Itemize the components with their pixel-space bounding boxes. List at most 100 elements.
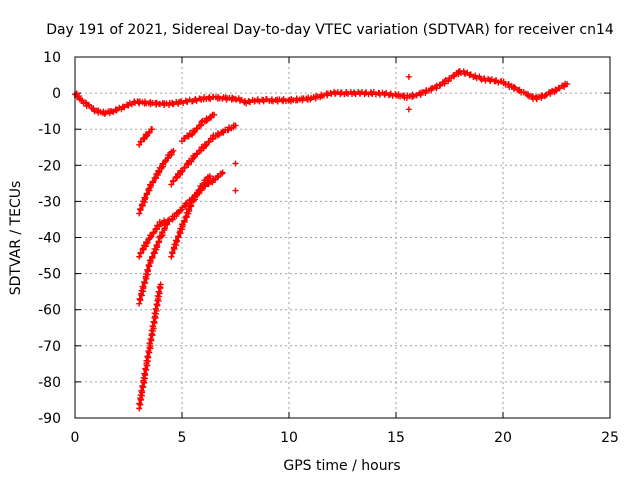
data-point (136, 253, 143, 260)
series-track-f (136, 220, 171, 307)
data-point (351, 89, 358, 96)
series-track-g (168, 173, 213, 260)
data-point (405, 73, 412, 80)
data-point (147, 336, 154, 343)
y-tick-label: -20 (38, 158, 61, 174)
data-point (201, 141, 208, 148)
data-point (564, 81, 571, 88)
data-point (136, 210, 143, 217)
data-point (144, 353, 151, 360)
data-point (136, 295, 143, 302)
x-tick-label: 20 (494, 430, 512, 446)
data-point (164, 220, 171, 227)
data-point (142, 131, 149, 138)
data-point (155, 238, 162, 245)
axis-ticks: 0 5 10 15 20 25 10 0 -10 -20 -30 -40 -50 -60 -70 -80 -90 (38, 50, 619, 446)
series-baseline (72, 67, 571, 117)
data-point (173, 173, 180, 180)
data-point (219, 169, 226, 176)
y-axis-label: SDTVAR / TECUs (8, 181, 24, 296)
data-point (144, 239, 151, 246)
data-points (72, 67, 571, 412)
x-tick-label: 15 (387, 430, 405, 446)
data-point (397, 93, 404, 100)
data-point (101, 110, 108, 117)
data-point (150, 229, 157, 236)
data-point (232, 122, 239, 129)
x-tick-label: 25 (601, 430, 619, 446)
data-point (194, 125, 201, 132)
data-point (181, 217, 188, 224)
data-point (170, 177, 177, 184)
data-point (169, 249, 176, 256)
series-track-c (179, 111, 218, 145)
x-tick-label: 0 (71, 430, 80, 446)
data-point (232, 187, 239, 194)
data-point (136, 400, 143, 407)
y-tick-label: -80 (38, 375, 61, 391)
data-point (78, 97, 85, 104)
data-point (149, 253, 156, 260)
y-tick-label: -10 (38, 122, 61, 138)
data-point (147, 232, 154, 239)
data-point (154, 242, 161, 249)
data-point (149, 126, 156, 133)
data-point (188, 158, 195, 165)
data-point (174, 237, 181, 244)
data-point (179, 168, 186, 175)
y-tick-label: -50 (38, 267, 61, 283)
data-point (139, 382, 146, 389)
series-track-h (136, 281, 164, 412)
data-point (76, 93, 83, 100)
series-track-d (168, 122, 239, 188)
data-point (168, 253, 175, 260)
data-point (161, 225, 168, 232)
data-point (405, 106, 412, 113)
series-track-a (136, 147, 177, 217)
data-point (229, 94, 236, 101)
x-tick-label: 5 (178, 430, 187, 446)
data-point (187, 202, 194, 209)
data-point (190, 197, 197, 204)
data-point (120, 103, 127, 110)
y-tick-label: -60 (38, 303, 61, 319)
y-tick-label: -40 (38, 231, 61, 247)
data-point (232, 160, 239, 167)
data-point (153, 301, 160, 308)
data-point (138, 138, 145, 145)
plot-frame (74, 56, 611, 419)
x-axis-label: GPS time / hours (283, 458, 400, 474)
data-point (149, 178, 156, 185)
data-point (157, 281, 164, 288)
data-point (194, 190, 201, 197)
y-tick-label: -90 (38, 411, 61, 427)
data-point (181, 164, 188, 171)
data-point (137, 205, 144, 212)
x-tick-label: 10 (280, 430, 298, 446)
data-point (445, 78, 452, 85)
data-point (215, 173, 222, 180)
data-point (168, 181, 175, 188)
data-point (147, 258, 154, 265)
data-point (211, 111, 218, 118)
y-tick-label: 0 (52, 86, 61, 102)
data-point (179, 222, 186, 229)
data-point (142, 370, 148, 377)
data-point (90, 105, 97, 112)
data-point (142, 194, 149, 201)
data-point (206, 138, 213, 145)
grid-lines (75, 57, 610, 418)
data-point (136, 141, 143, 148)
data-point (141, 278, 148, 285)
data-point (186, 206, 193, 213)
y-tick-label: -70 (38, 339, 61, 355)
data-point (170, 147, 177, 154)
data-point (157, 101, 164, 108)
data-point (206, 173, 213, 180)
series-outliers (232, 73, 412, 194)
data-point (327, 89, 334, 96)
data-point (194, 150, 201, 157)
chart-title: Day 191 of 2021, Sidereal Day-to-day VTE… (46, 22, 614, 38)
series-track-b (136, 126, 156, 148)
